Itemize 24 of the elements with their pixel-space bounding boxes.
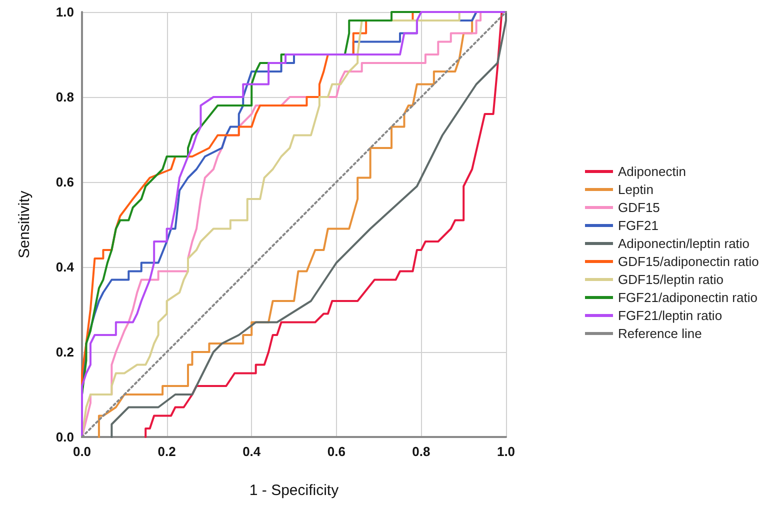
y-tick-label: 0.8 [56, 90, 74, 104]
legend-label: FGF21/adiponectin ratio [618, 290, 758, 305]
x-axis-title: 1 - Specificity [249, 482, 340, 499]
y-tick-label: 0.6 [56, 174, 74, 190]
legend-label: Adiponectin [618, 164, 686, 179]
legend-label: GDF15/adiponectin ratio [618, 254, 759, 269]
legend-label: Leptin [618, 182, 654, 197]
x-tick-label: 0.4 [242, 444, 262, 459]
y-tick-label: 1.0 [56, 4, 74, 20]
legend-label: GDF15/leptin ratio [618, 272, 724, 287]
x-tick-label: 0.6 [327, 444, 346, 459]
y-tick-label: 0.2 [56, 344, 74, 360]
x-tick-label: 0.8 [412, 444, 430, 459]
y-tick-label: 0.4 [56, 260, 75, 274]
legend-label: FGF21/leptin ratio [618, 308, 722, 323]
legend-label: Reference line [618, 326, 702, 341]
x-tick-label: 1.0 [496, 444, 516, 459]
legend-label: Adiponectin/leptin ratio [618, 236, 750, 251]
x-tick-label: 0.2 [158, 444, 176, 459]
y-axis-title: Sensitivity [16, 190, 33, 258]
legend-label: FGF21 [618, 218, 658, 233]
y-tick-label: 0.0 [56, 430, 74, 444]
x-tick-label: 0.0 [72, 444, 92, 459]
legend-label: GDF15 [618, 200, 660, 215]
